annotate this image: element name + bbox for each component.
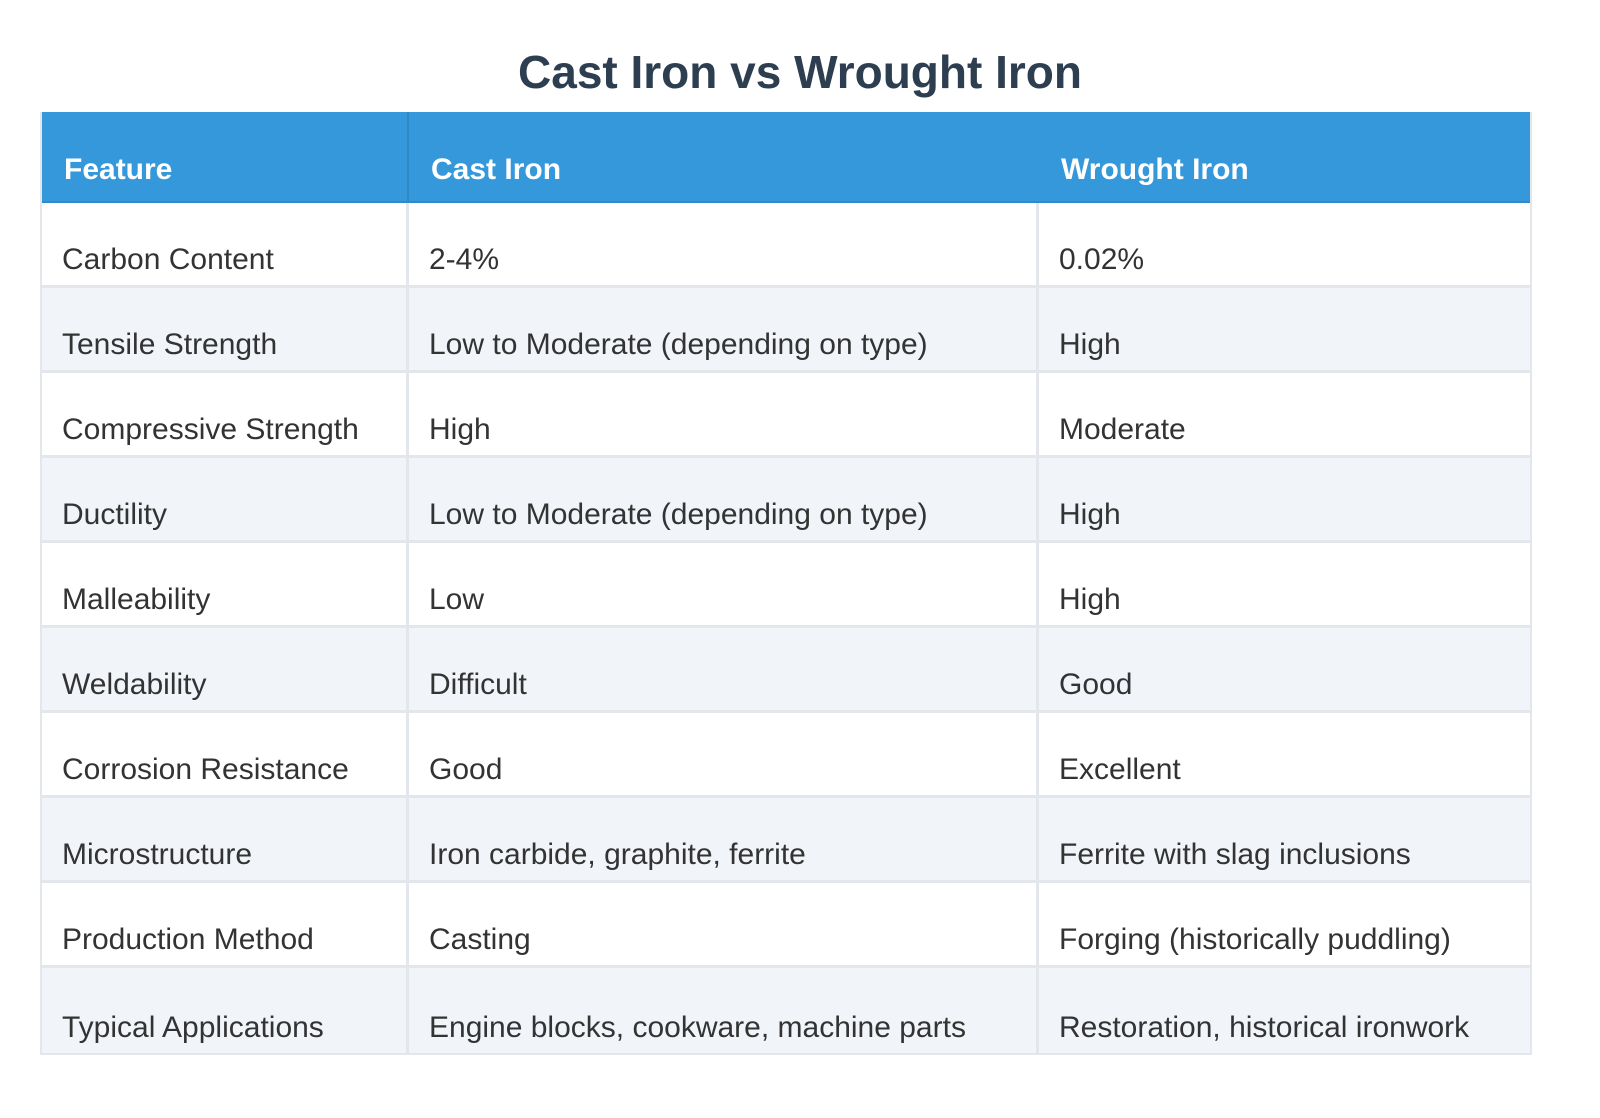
wrought-iron-cell: Ferrite with slag inclusions — [1039, 798, 1530, 883]
wrought-iron-cell: Excellent — [1039, 713, 1530, 798]
wrought-iron-cell: High — [1039, 458, 1530, 543]
table-row: Ductility Low to Moderate (depending on … — [42, 458, 1530, 543]
comparison-table: Feature Cast Iron Wrought Iron Carbon Co… — [40, 112, 1532, 1055]
page-title: Cast Iron vs Wrought Iron — [518, 46, 1082, 98]
cast-iron-cell: Low — [409, 543, 1039, 628]
feature-cell: Tensile Strength — [42, 288, 409, 373]
column-header-cast-iron: Cast Iron — [409, 112, 1039, 203]
cast-iron-cell: Low to Moderate (depending on type) — [409, 458, 1039, 543]
table-row: Microstructure Iron carbide, graphite, f… — [42, 798, 1530, 883]
wrought-iron-cell: High — [1039, 543, 1530, 628]
table-row: Compressive Strength High Moderate — [42, 373, 1530, 458]
table-row: Production Method Casting Forging (histo… — [42, 883, 1530, 968]
table-row: Tensile Strength Low to Moderate (depend… — [42, 288, 1530, 373]
feature-cell: Corrosion Resistance — [42, 713, 409, 798]
column-header-feature: Feature — [42, 112, 409, 203]
table-row: Weldability Difficult Good — [42, 628, 1530, 713]
feature-cell: Malleability — [42, 543, 409, 628]
cast-iron-cell: Low to Moderate (depending on type) — [409, 288, 1039, 373]
wrought-iron-cell: Good — [1039, 628, 1530, 713]
feature-cell: Production Method — [42, 883, 409, 968]
feature-cell: Microstructure — [42, 798, 409, 883]
column-header-wrought-iron: Wrought Iron — [1039, 112, 1530, 203]
table-row: Malleability Low High — [42, 543, 1530, 628]
table-row: Corrosion Resistance Good Excellent — [42, 713, 1530, 798]
feature-cell: Weldability — [42, 628, 409, 713]
feature-cell: Typical Applications — [42, 968, 409, 1053]
feature-cell: Compressive Strength — [42, 373, 409, 458]
cast-iron-cell: Good — [409, 713, 1039, 798]
wrought-iron-cell: 0.02% — [1039, 203, 1530, 288]
cast-iron-cell: Engine blocks, cookware, machine parts — [409, 968, 1039, 1053]
wrought-iron-cell: Restoration, historical ironwork — [1039, 968, 1530, 1053]
wrought-iron-cell: Moderate — [1039, 373, 1530, 458]
cast-iron-cell: 2-4% — [409, 203, 1039, 288]
cast-iron-cell: Iron carbide, graphite, ferrite — [409, 798, 1039, 883]
table-header: Feature Cast Iron Wrought Iron — [42, 112, 1530, 203]
table-body: Carbon Content 2-4% 0.02% Tensile Streng… — [42, 203, 1530, 1053]
cast-iron-cell: Casting — [409, 883, 1039, 968]
feature-cell: Carbon Content — [42, 203, 409, 288]
feature-cell: Ductility — [42, 458, 409, 543]
wrought-iron-cell: Forging (historically puddling) — [1039, 883, 1530, 968]
header-row: Feature Cast Iron Wrought Iron — [42, 112, 1530, 203]
table-row: Typical Applications Engine blocks, cook… — [42, 968, 1530, 1053]
cast-iron-cell: Difficult — [409, 628, 1039, 713]
wrought-iron-cell: High — [1039, 288, 1530, 373]
table-row: Carbon Content 2-4% 0.02% — [42, 203, 1530, 288]
cast-iron-cell: High — [409, 373, 1039, 458]
